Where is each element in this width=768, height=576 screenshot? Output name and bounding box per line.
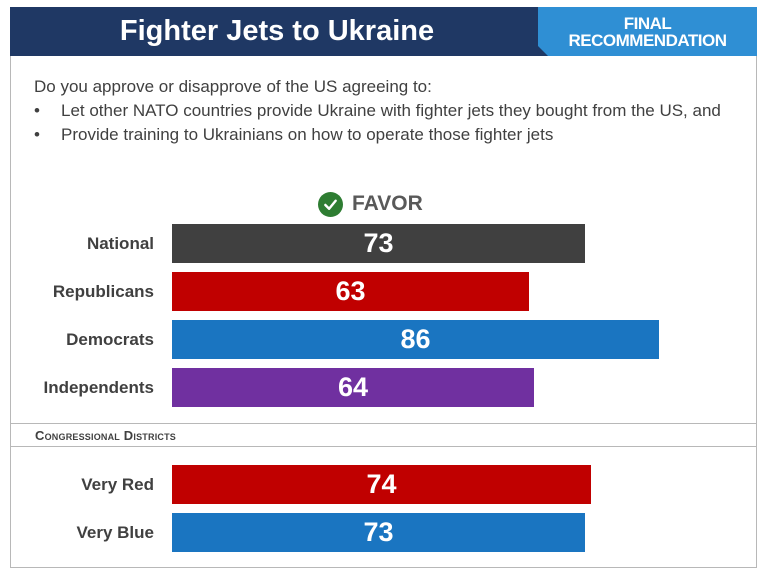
question-bullets: Let other NATO countries provide Ukraine… bbox=[34, 99, 746, 147]
bar-democrats: 86 bbox=[172, 320, 659, 359]
section-divider: Congressional Districts bbox=[10, 423, 757, 447]
row-label-democrats: Democrats bbox=[66, 330, 154, 349]
bar-value-national: 73 bbox=[363, 228, 394, 258]
bar-independents: 64 bbox=[172, 368, 534, 407]
question-bullet: Provide training to Ukrainians on how to… bbox=[34, 123, 746, 147]
bar-value-democrats: 86 bbox=[400, 324, 431, 354]
question-intro: Do you approve or disapprove of the US a… bbox=[34, 77, 432, 96]
section-label: Congressional Districts bbox=[35, 427, 176, 443]
row-label-very-blue: Very Blue bbox=[76, 523, 155, 542]
bar-value-republicans: 63 bbox=[335, 276, 366, 306]
badge-line-1: FINAL bbox=[623, 13, 672, 33]
page-title: Fighter Jets to Ukraine bbox=[119, 15, 435, 47]
bar-very-red: 74 bbox=[172, 465, 591, 504]
bar-value-independents: 64 bbox=[337, 372, 369, 402]
bar-very-blue: 73 bbox=[172, 513, 585, 552]
badge-line-2: RECOMMENDATION bbox=[568, 30, 727, 50]
bar-national: 73 bbox=[172, 224, 585, 263]
bar-value-very-red: 74 bbox=[366, 469, 397, 499]
favor-label: FAVOR bbox=[352, 192, 423, 215]
title-bar: Fighter Jets to Ukraine bbox=[10, 7, 592, 56]
row-label-independents: Independents bbox=[43, 378, 154, 397]
recommendation-badge: FINAL RECOMMENDATION bbox=[538, 7, 757, 56]
row-label-very-red: Very Red bbox=[81, 475, 154, 494]
question-bullet: Let other NATO countries provide Ukraine… bbox=[34, 99, 746, 123]
question-block: Do you approve or disapprove of the US a… bbox=[34, 75, 746, 147]
bar-value-very-blue: 73 bbox=[363, 517, 394, 547]
checkmark-icon bbox=[318, 191, 343, 217]
bar-republicans: 63 bbox=[172, 272, 529, 311]
row-label-republicans: Republicans bbox=[52, 282, 154, 301]
favor-header: FAVOR bbox=[318, 191, 423, 217]
row-label-national: National bbox=[86, 234, 154, 253]
